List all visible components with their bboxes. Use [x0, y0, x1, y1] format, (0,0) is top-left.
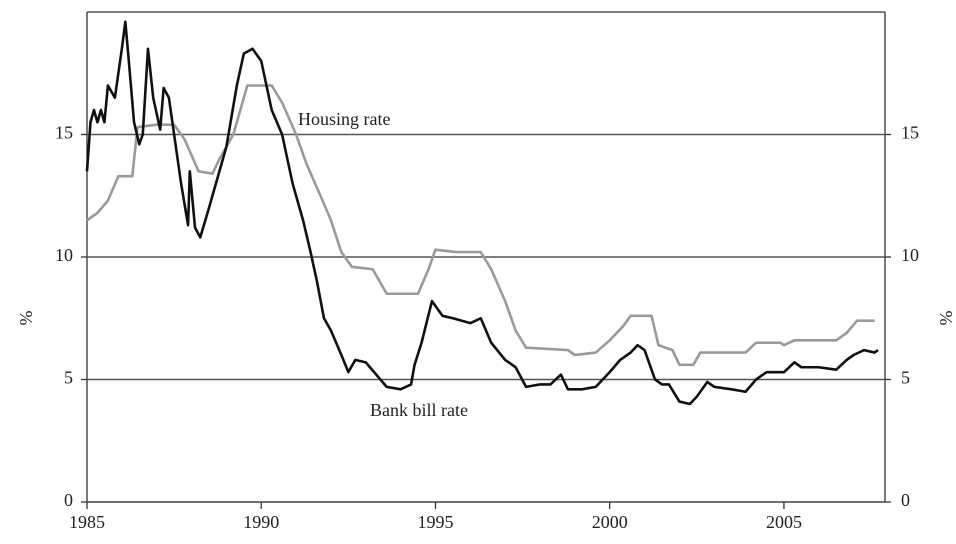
x-tick-label: 1990 [243, 512, 279, 532]
y2-tick-label: 10 [901, 245, 919, 265]
y2-tick-label: 0 [901, 490, 910, 510]
y2-axis-label: % [936, 311, 956, 326]
series-label: Bank bill rate [370, 400, 468, 420]
y-tick-label: 10 [55, 245, 73, 265]
y2-tick-label: 15 [901, 123, 919, 143]
series-line [86, 84, 875, 367]
x-tick-label: 1995 [417, 512, 453, 532]
y-axis-label: % [16, 311, 36, 326]
y-tick-label: 5 [64, 368, 73, 388]
x-tick-label: 1985 [69, 512, 105, 532]
y-tick-label: 0 [64, 490, 73, 510]
y2-tick-label: 5 [901, 368, 910, 388]
series-label: Housing rate [298, 109, 390, 129]
x-tick-label: 2000 [592, 512, 628, 532]
series-line [85, 20, 879, 406]
x-tick-label: 2005 [766, 512, 802, 532]
y-tick-label: 15 [55, 123, 73, 143]
